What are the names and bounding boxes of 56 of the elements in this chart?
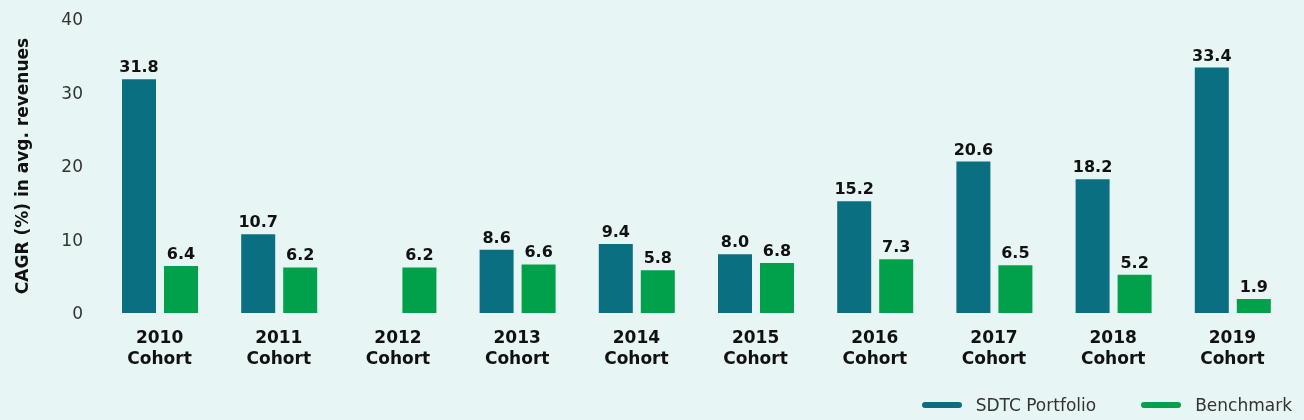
bar	[998, 265, 1033, 313]
data-label: 20.6	[953, 139, 994, 159]
data-label: 8.6	[482, 227, 511, 247]
bar	[241, 234, 276, 313]
data-label: 5.2	[1120, 252, 1149, 272]
data-label: 6.2	[286, 245, 315, 265]
data-label: 7.3	[882, 237, 911, 257]
bar	[521, 264, 556, 313]
bar	[1117, 274, 1152, 313]
x-tick-label: 2015 Cohort	[723, 327, 788, 368]
x-tick-label: 2010 Cohort	[127, 327, 192, 368]
data-label: 6.4	[166, 243, 196, 263]
bar	[837, 201, 872, 313]
x-tick-label: 2012 Cohort	[365, 327, 431, 368]
bar	[1075, 179, 1110, 313]
x-tick-label: 2013 Cohort	[484, 327, 550, 368]
bar	[718, 254, 752, 313]
y-tick-label: 40	[61, 9, 83, 30]
y-tick-label: 30	[61, 82, 83, 103]
bar	[283, 267, 318, 313]
data-label: 6.2	[405, 245, 434, 265]
bar	[760, 263, 794, 313]
bar	[122, 79, 156, 313]
bar	[402, 267, 437, 313]
bar	[164, 265, 198, 313]
y-axis-title: CAGR (%) in avg. revenues	[12, 37, 32, 295]
data-label: 8.0	[720, 232, 750, 252]
legend-label: SDTC Portfolio	[975, 394, 1097, 415]
x-tick-label: 2014 Cohort	[604, 327, 669, 368]
bar	[956, 161, 991, 313]
data-label: 6.8	[762, 241, 792, 261]
data-label: 6.5	[1001, 243, 1030, 263]
y-tick-label: 20	[61, 156, 83, 177]
bar	[1236, 299, 1271, 313]
data-label: 15.2	[834, 179, 874, 199]
x-tick-label: 2018 Cohort	[1080, 327, 1146, 368]
y-tick-label: 10	[61, 229, 83, 250]
data-label: 6.6	[524, 242, 553, 262]
bar	[879, 259, 914, 313]
data-label: 33.4	[1192, 45, 1232, 65]
x-tick-label: 2011 Cohort	[246, 327, 312, 368]
x-tick-label: 2017 Cohort	[961, 327, 1027, 368]
data-label: 18.2	[1072, 157, 1113, 177]
data-label: 1.9	[1239, 277, 1268, 297]
data-label: 31.8	[119, 57, 159, 77]
data-label: 10.7	[238, 212, 278, 232]
bar	[1194, 67, 1229, 313]
bar	[598, 243, 633, 313]
bar	[479, 249, 514, 313]
x-tick-label: 2019 Cohort	[1200, 327, 1265, 368]
data-label: 9.4	[601, 221, 630, 241]
bar	[640, 270, 675, 313]
y-tick-label: 0	[72, 303, 83, 324]
x-tick-label: 2016 Cohort	[842, 327, 908, 368]
data-label: 5.8	[643, 248, 672, 268]
legend-label: Benchmark	[1195, 394, 1292, 415]
